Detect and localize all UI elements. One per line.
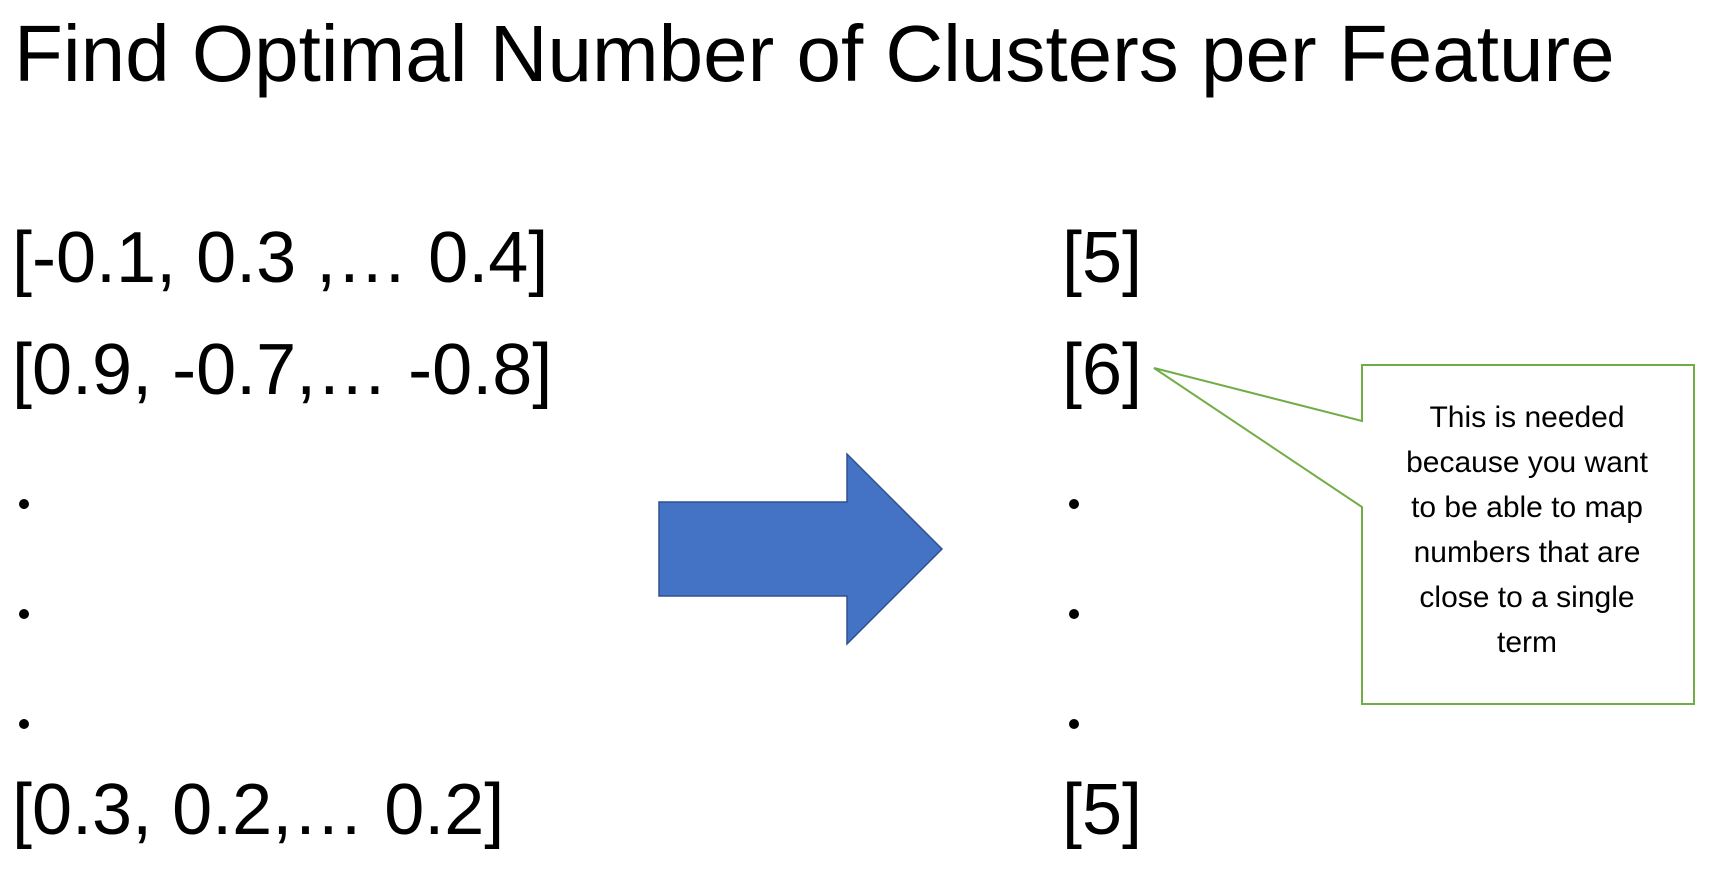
- right-arrow-shape: [658, 452, 944, 646]
- cluster-count-second: [6]: [1062, 330, 1143, 410]
- cluster-count-first: [5]: [1062, 218, 1143, 298]
- vector-row-last: [0.3, 0.2,… 0.2]: [12, 770, 505, 850]
- slide-title: Find Optimal Number of Clusters per Feat…: [14, 9, 1615, 98]
- ellipsis-dot-right-2: [1069, 609, 1079, 619]
- ellipsis-dot-left-3: [19, 719, 29, 729]
- ellipsis-dot-right-1: [1069, 499, 1079, 509]
- vector-row-first: [-0.1, 0.3 ,… 0.4]: [12, 218, 549, 298]
- callout-text: This is needed because you want to be ab…: [1406, 401, 1648, 659]
- ellipsis-dot-left-1: [19, 499, 29, 509]
- ellipsis-dot-left-2: [19, 609, 29, 619]
- ellipsis-dot-right-3: [1069, 719, 1079, 729]
- vector-row-second: [0.9, -0.7,… -0.8]: [12, 330, 553, 410]
- cluster-count-last: [5]: [1062, 770, 1143, 850]
